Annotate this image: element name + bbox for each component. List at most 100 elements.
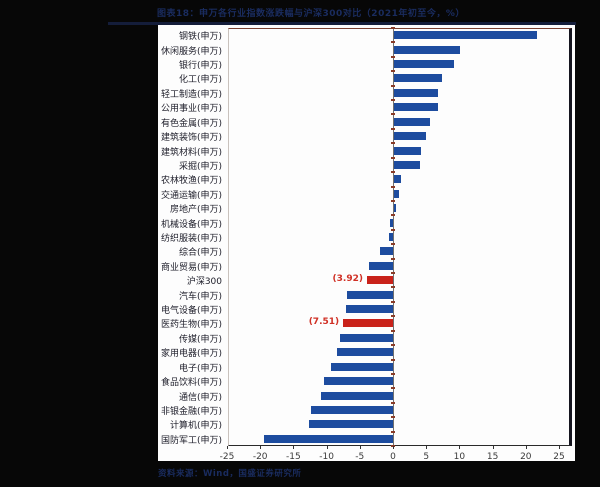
x-axis-tick-label: -5 xyxy=(355,452,365,462)
axis-tick xyxy=(391,27,395,29)
bar xyxy=(345,305,393,314)
bar xyxy=(394,74,443,83)
axis-tick xyxy=(391,358,395,361)
category-label: 家用电器(申万) xyxy=(160,349,222,360)
axis-tick xyxy=(391,185,395,188)
x-axis-tick-label: 20 xyxy=(520,452,532,462)
category-label: 国防军工(申万) xyxy=(160,435,222,446)
bar xyxy=(394,88,438,97)
bar xyxy=(389,233,393,241)
bar-value-label: (7.51) xyxy=(308,317,340,328)
bar-value-label: (3.92) xyxy=(332,274,363,285)
bar xyxy=(394,146,421,155)
category-label: 农林牧渔(申万) xyxy=(160,176,222,187)
x-axis-tick xyxy=(525,446,527,449)
category-label: 采掘(申万) xyxy=(178,161,222,172)
axis-tick xyxy=(391,171,395,174)
category-label: 交通运输(申万) xyxy=(160,190,222,201)
bar xyxy=(394,60,455,69)
axis-tick xyxy=(391,55,395,58)
x-axis-tick-label: 5 xyxy=(423,452,430,462)
bar xyxy=(394,160,420,169)
bar xyxy=(339,333,393,342)
axis-tick xyxy=(391,329,395,332)
bar xyxy=(394,117,430,126)
category-label: 商业贸易(申万) xyxy=(160,262,222,273)
category-label: 化工(申万) xyxy=(178,75,222,86)
category-label: 通信(申万) xyxy=(178,392,222,403)
x-axis-tick-label: 25 xyxy=(553,452,565,462)
x-axis-tick-label: 15 xyxy=(486,452,499,462)
axis-tick xyxy=(391,156,395,159)
bar xyxy=(309,420,393,429)
axis-tick xyxy=(391,41,395,44)
axis-tick xyxy=(391,70,395,73)
category-label: 银行(申万) xyxy=(178,61,222,72)
bar xyxy=(369,261,393,270)
category-label: 综合(申万) xyxy=(178,248,222,259)
x-axis-tick-label: 0 xyxy=(390,452,396,462)
plot-area xyxy=(228,28,572,446)
axis-tick xyxy=(391,300,395,303)
x-axis-tick xyxy=(492,446,494,449)
chart-panel: 钢铁(申万) 休闲服务(申万) 银行(申万) 化工(申万) 轻工制造(申万) 公用事业(申… xyxy=(158,25,575,462)
category-label: 医药生物(申万) xyxy=(160,320,222,331)
chart-title: 图表18：申万各行业指数涨跌幅与沪深300对比（2021年初至今，%） xyxy=(157,9,465,19)
axis-tick xyxy=(391,257,395,260)
category-label: 建筑材料(申万) xyxy=(160,147,222,158)
x-axis-tick xyxy=(393,446,394,449)
bar xyxy=(321,391,393,400)
category-label: 计算机(申万) xyxy=(169,421,222,432)
zero-axis-line xyxy=(393,28,394,446)
axis-tick xyxy=(391,286,395,289)
axis-tick xyxy=(391,387,395,390)
axis-tick xyxy=(391,84,395,87)
axis-tick xyxy=(391,243,395,246)
x-axis-tick xyxy=(326,446,328,449)
bar xyxy=(346,290,393,299)
x-axis-tick xyxy=(260,446,262,449)
axis-tick xyxy=(391,344,395,347)
bar xyxy=(336,348,393,357)
axis-tick xyxy=(391,99,395,102)
axis-tick xyxy=(391,142,395,145)
x-axis-tick-label: -15 xyxy=(286,452,301,462)
axis-tick xyxy=(391,228,395,231)
bar xyxy=(310,405,393,414)
axis-tick xyxy=(391,401,395,404)
x-axis-tick-label: -10 xyxy=(319,452,334,462)
axis-tick xyxy=(391,416,395,419)
axis-tick xyxy=(391,113,395,116)
axis-tick xyxy=(391,214,395,217)
x-axis-tick-label: 10 xyxy=(453,452,466,462)
axis-tick xyxy=(391,372,395,375)
x-axis-tick xyxy=(227,446,228,449)
category-label: 房地产(申万) xyxy=(169,205,222,216)
category-label: 休闲服务(申万) xyxy=(160,46,222,57)
category-label: 沪深300 xyxy=(186,277,222,288)
x-axis-tick xyxy=(293,446,295,449)
title-underline xyxy=(108,22,576,25)
category-label: 建筑装饰(申万) xyxy=(160,133,222,144)
category-label: 有色金属(申万) xyxy=(160,118,222,129)
x-axis-tick xyxy=(559,446,560,449)
bar xyxy=(394,175,402,184)
bar xyxy=(394,45,460,54)
axis-tick xyxy=(391,430,395,433)
bar xyxy=(394,31,537,40)
bar xyxy=(263,434,393,443)
x-axis-tick xyxy=(459,446,461,449)
category-label: 食品饮料(申万) xyxy=(160,378,222,389)
bar xyxy=(394,132,426,141)
category-label: 电气设备(申万) xyxy=(160,306,222,317)
category-label: 机械设备(申万) xyxy=(160,219,222,230)
bar xyxy=(394,103,438,112)
axis-tick xyxy=(391,199,395,202)
bar xyxy=(390,218,393,227)
category-label: 钢铁(申万) xyxy=(178,32,222,43)
bar xyxy=(394,204,396,213)
x-axis-tick-label: -25 xyxy=(219,452,235,462)
bar xyxy=(380,247,393,256)
category-label: 公用事业(申万) xyxy=(160,104,222,115)
bar xyxy=(323,377,393,386)
